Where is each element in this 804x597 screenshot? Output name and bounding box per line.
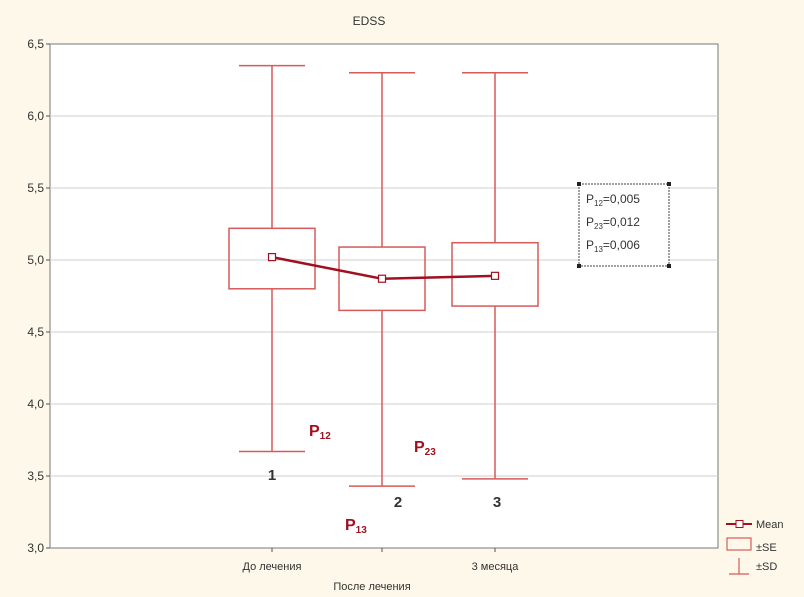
x-tick-label: До лечения: [243, 561, 302, 573]
p-comparison-label: P12: [309, 423, 331, 442]
mean-point: [490, 271, 500, 280]
mean-point: [377, 274, 387, 283]
mean-point: [267, 253, 277, 262]
se-box: [451, 241, 539, 307]
y-tick-label: 6,0: [27, 109, 44, 123]
legend-se-box: [726, 537, 752, 551]
box-handle: [577, 264, 581, 268]
group-number: 1: [268, 467, 276, 484]
legend-se-label: ±SE: [756, 542, 777, 554]
box-handle: [667, 264, 671, 268]
y-tick-label: 4,5: [27, 325, 44, 339]
chart-marks: 1 2 3 P12 P23 P13: [228, 64, 539, 536]
y-tick-label: 6,5: [27, 37, 44, 51]
legend-mean-marker: [735, 520, 744, 528]
y-tick-label: 5,0: [27, 253, 44, 267]
box-handle: [577, 182, 581, 186]
legend-mean-label: Mean: [756, 519, 784, 531]
grid-lines: [50, 115, 718, 477]
p-value-line: P13=0,006: [586, 238, 640, 254]
y-tick-label: 3,5: [27, 469, 44, 483]
legend-sd-label: ±SD: [756, 561, 777, 573]
y-tick-label: 3,0: [27, 541, 44, 555]
x-axis: До лечения 3 месяца: [243, 548, 520, 573]
p-value-line: P23=0,012: [586, 215, 640, 231]
p-value-box-frame: [578, 183, 670, 267]
se-box: [228, 227, 316, 290]
group-number: 3: [493, 494, 501, 511]
box-handle: [667, 182, 671, 186]
group-number: 2: [394, 494, 402, 511]
x-tick-label: 3 месяца: [472, 561, 520, 573]
chart-title: EDSS: [353, 14, 386, 28]
y-axis: 3,0 3,5 4,0 4,5 5,0 5,5 6,0 6,5: [27, 37, 50, 555]
p-comparison-label: P13: [345, 517, 367, 536]
y-tick-label: 4,0: [27, 397, 44, 411]
y-tick-label: 5,5: [27, 181, 44, 195]
p-comparison-label: P23: [414, 439, 436, 458]
x-axis-label: После лечения: [333, 581, 410, 593]
plot-area: [49, 43, 719, 549]
p-value-box: P12=0,005 P23=0,012 P13=0,006: [577, 182, 671, 268]
legend: Mean ±SE ±SD: [726, 519, 784, 575]
p-value-line: P12=0,005: [586, 192, 640, 208]
